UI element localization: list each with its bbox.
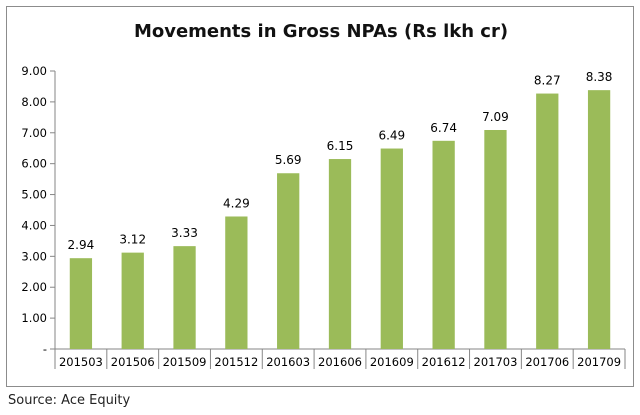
y-tick-label: 1.00 <box>21 311 47 325</box>
y-tick-label: 3.00 <box>21 249 47 263</box>
bar <box>277 173 300 349</box>
data-label: 2.94 <box>68 238 95 252</box>
x-tick-label: 201509 <box>163 355 207 369</box>
bar <box>121 252 144 349</box>
bar <box>432 140 455 349</box>
y-tick-label: 7.00 <box>21 126 47 140</box>
bar <box>69 258 93 349</box>
data-label: 5.69 <box>275 153 302 167</box>
x-tick-label: 201606 <box>318 355 362 369</box>
y-tick-label: 5.00 <box>21 188 47 202</box>
bar <box>587 90 611 349</box>
chart-frame: Movements in Gross NPAs (Rs lkh cr) - 1.0… <box>6 6 634 387</box>
bar <box>380 148 403 349</box>
data-label: 4.29 <box>223 196 250 210</box>
data-label: 7.09 <box>482 110 509 124</box>
data-label: 3.33 <box>171 226 198 240</box>
bar <box>536 93 559 349</box>
data-label: 3.12 <box>119 233 146 247</box>
y-tick-label: 6.00 <box>21 157 47 171</box>
x-axis: 201503 201506 201509 201512 201603 201606 2016… <box>54 348 626 369</box>
y-axis: - 1.00 2.00 3.00 4.00 5.00 6.00 7.00 8.00 9.00 <box>21 64 56 356</box>
data-label: 6.15 <box>327 139 354 153</box>
source-note: Source: Ace Equity <box>8 393 131 408</box>
data-labels: 2.94 3.12 3.33 4.29 5.69 6.15 6.49 6.74 7.09 8.27… <box>68 70 613 252</box>
bar <box>328 159 352 349</box>
chart-plot: - 1.00 2.00 3.00 4.00 5.00 6.00 7.00 8.00 9.00 20… <box>21 64 626 369</box>
x-tick-label: 201506 <box>111 355 155 369</box>
x-tick-label: 201703 <box>474 355 518 369</box>
x-tick-label: 201603 <box>266 355 310 369</box>
x-tick-label: 201609 <box>370 355 414 369</box>
x-tick-label: 201706 <box>525 355 569 369</box>
x-tick-label: 201709 <box>577 355 621 369</box>
bar <box>484 129 507 349</box>
x-tick-label: 201512 <box>214 355 258 369</box>
data-label: 8.27 <box>534 74 561 88</box>
bar <box>173 246 196 349</box>
y-tick-label: 4.00 <box>21 218 47 232</box>
data-label: 8.38 <box>586 70 613 84</box>
data-label: 6.49 <box>378 129 405 143</box>
y-tick-label: 9.00 <box>21 64 47 78</box>
x-tick-label: 201503 <box>59 355 103 369</box>
y-tick-label: 8.00 <box>21 95 47 109</box>
bar <box>225 216 248 349</box>
data-label: 6.74 <box>430 121 457 135</box>
y-tick-label: - <box>43 342 47 356</box>
bars <box>69 90 611 349</box>
x-tick-label: 201612 <box>422 355 466 369</box>
chart-title: Movements in Gross NPAs (Rs lkh cr) <box>133 21 509 42</box>
y-tick-label: 2.00 <box>21 280 47 294</box>
